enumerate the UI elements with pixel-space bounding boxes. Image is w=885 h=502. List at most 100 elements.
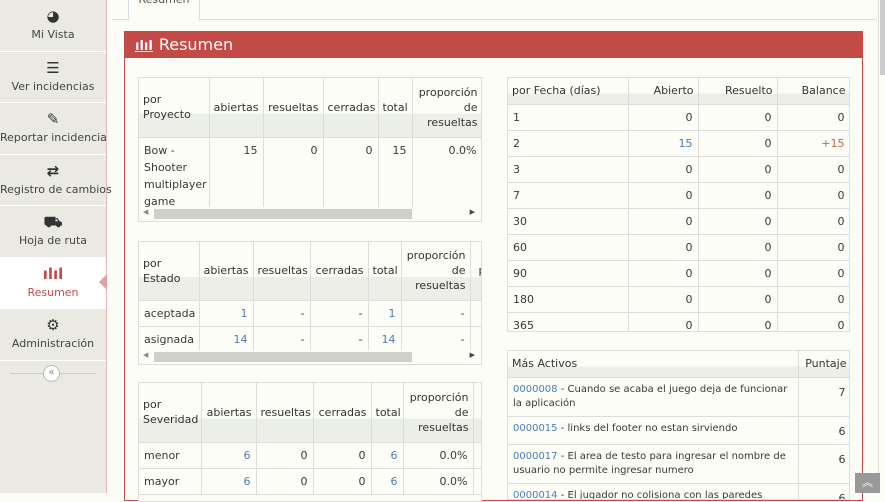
column-header[interactable]: abiertas [199,242,254,301]
column-header[interactable]: Puntaje [798,351,849,378]
cell-value: 0 [300,448,308,462]
most-active-grid: Más Activos Puntaje 0000008 - Cuando se ac… [508,351,849,500]
by-status-table: por Estado abiertas resueltas cerradas total… [138,241,482,365]
cell-link[interactable]: 1 [388,306,396,320]
scroll-left-arrow-icon[interactable]: ◀ [143,208,149,216]
table-cell: 90 [508,260,629,287]
issue-id-link[interactable]: 0000017 [513,450,558,462]
table-cell: 2 [508,130,629,157]
cell-link[interactable]: 6 [390,474,398,488]
cell-value: 0 [685,214,693,228]
scroll-left-arrow-icon[interactable]: ◀ [143,351,149,359]
table-row: 1 0 0 0 [508,104,849,131]
cell-value: 0 [764,162,772,176]
column-header[interactable]: Balance [777,78,849,105]
column-header[interactable]: cerradas [323,78,379,138]
column-header[interactable]: proporción de resueltas [412,78,481,138]
horizontal-scrollbar[interactable]: ◀ ▶ [139,207,481,221]
cell-value: - [460,332,465,346]
table-row: mayor 6 0 0 6 0.0% [139,468,481,495]
sidebar-item-reportar-incidencia[interactable]: ✎ Reportar incidencia [0,103,107,155]
list-icon: ☰ [46,58,60,77]
table-cell: 0 [313,468,372,495]
cell-value: 0.0% [439,448,468,462]
cell-link[interactable]: 14 [233,332,248,346]
column-header[interactable]: por Severidad [139,383,202,443]
sidebar-item-ver-incidencias[interactable]: ☰ Ver incidencias [0,52,106,103]
scroll-right-arrow-icon[interactable]: ▶ [469,351,475,359]
column-header[interactable]: por Proyecto [139,78,210,138]
column-header[interactable]: cerradas [313,383,372,443]
column-header[interactable]: abiertas [209,78,264,138]
tab-resumen[interactable]: Resumen [128,0,200,21]
by_date-grid: por Fecha (días) Abierto Resuelto Balance 1 0… [508,78,849,332]
cell-value: 0 [837,110,845,124]
sidebar-item-label: Mi Vista [31,28,75,41]
column-header[interactable]: abiertas [201,383,257,443]
sidebar-item-label: Reportar incidencia [0,131,107,144]
column-header[interactable]: resueltas [253,242,311,301]
table-cell: 0.0% [403,442,474,469]
column-header[interactable]: resueltas [263,78,324,138]
cell-value: Bow - Shooter multiplayer game [144,143,207,208]
retweet-icon: ⇄ [46,161,60,180]
sidebar-item-hoja-de-ruta[interactable]: ⛟ Hoja de ruta [0,206,106,258]
sidebar-item-registro-de-cambios[interactable]: ⇄ Registro de cambios [0,155,112,206]
column-header[interactable]: Abierto [628,78,699,105]
cell-link[interactable]: 1 [240,306,248,320]
column-header[interactable]: total [368,242,402,301]
cell-value: 365 [513,318,534,332]
column-header[interactable]: Resuelto [698,78,778,105]
column-header[interactable]: por Fecha (días) [508,78,629,105]
table-row: 2 15 0 +15 [508,130,849,157]
issue-id-link[interactable]: 0000014 [513,489,558,500]
cell-value: 3 [513,162,520,176]
table-cell: 15 [209,137,264,215]
cell-link[interactable]: 14 [381,332,396,346]
by-project-table: por Proyecto abiertas resueltas cerradas tot… [138,77,482,222]
cell-value: 0 [837,318,845,332]
column-header[interactable]: p [470,242,481,301]
table-cell: 6 [201,442,257,469]
dashboard-icon: ◕ [46,7,60,25]
table-cell: 1 [199,300,254,327]
back-to-top-button[interactable]: ︽ [855,473,880,493]
panel-title: Resumen [158,35,234,54]
table-row: 30 0 0 0 [508,208,849,235]
cell-value: 15 [243,143,258,157]
scroll-right-arrow-icon[interactable]: ▶ [469,208,475,216]
column-header[interactable]: p [473,383,481,443]
horizontal-scrollbar[interactable]: ◀ ▶ [139,350,481,364]
sidebar-item-administraci-n[interactable]: ⚙ Administración [0,309,106,361]
issue-id-link[interactable]: 0000008 [513,383,558,395]
cell-link[interactable]: 15 [678,136,693,150]
sidebar-item-mi-vista[interactable]: ◕ Mi Vista [0,0,106,52]
sidebar-collapse: « [0,361,106,386]
cell-value: 0 [685,318,693,332]
issue-id-link[interactable]: 0000015 [513,422,558,434]
table-cell: 3 [508,156,629,183]
column-header[interactable]: total [371,383,404,443]
cell-value: 0 [764,292,772,306]
cell-link[interactable]: 6 [243,448,251,462]
table-cell: 0 [777,312,849,332]
cell-link[interactable]: 6 [243,474,251,488]
table-cell: 0 [698,260,778,287]
column-header[interactable]: total [378,78,413,138]
cell-link[interactable]: 6 [390,448,398,462]
table-cell: 0 [263,137,324,215]
collapse-sidebar-button[interactable]: « [43,364,60,382]
column-header[interactable]: resueltas [256,383,314,443]
issue-cell: 0000017 - El area de testo para ingresar… [508,444,799,484]
page-scrollbar[interactable] [878,0,885,493]
table-cell: - [310,300,369,327]
column-header[interactable]: cerradas [310,242,369,301]
column-header[interactable]: por Estado [139,242,200,301]
column-header[interactable]: proporción de resueltas [401,242,471,301]
sidebar: ◕ Mi Vista ☰ Ver incidencias ✎ Reportar incid… [0,0,112,493]
sidebar-item-resumen[interactable]: ılıl Resumen [0,257,107,309]
cell-value: 1 [513,110,520,124]
column-header[interactable]: proporción de resueltas [403,383,474,443]
cell-value: 0.0% [448,143,477,157]
column-header[interactable]: Más Activos [508,351,799,378]
